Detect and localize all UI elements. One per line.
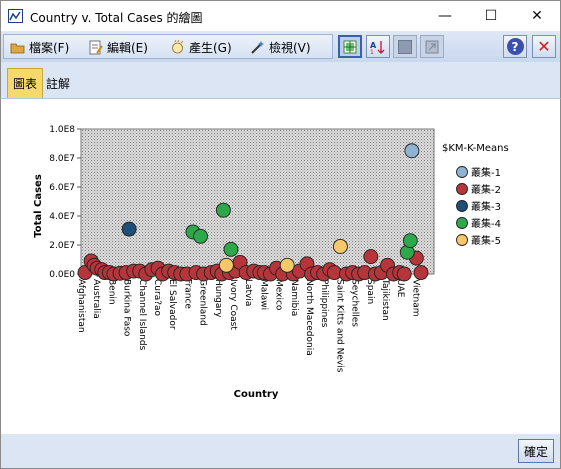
sort-az-icon: A1	[369, 39, 387, 55]
ok-button[interactable]: 確定	[518, 439, 554, 463]
y-tick-label: 6.0E7	[49, 183, 75, 193]
data-point	[216, 203, 230, 217]
menu-group: 檔案(F) 編輯(E) 產生(G) 檢視(V)	[3, 34, 333, 59]
edit-document-icon	[88, 40, 103, 55]
resize-arrow-icon	[425, 40, 439, 54]
legend-entry: 叢集-1	[471, 166, 501, 179]
plot-area	[81, 129, 434, 274]
y-tick-label: 2.0E7	[49, 241, 75, 251]
help-button[interactable]: ?	[503, 35, 527, 58]
x-tick-label: UAE	[395, 279, 405, 298]
legend-swatch	[457, 218, 468, 229]
view-wand-icon	[250, 40, 265, 55]
x-tick-label: North Macedonia	[304, 279, 314, 356]
title-bar: Country v. Total Cases 的繪圖 — ☐ ✕	[0, 0, 561, 31]
close-window-button[interactable]: ✕	[514, 1, 560, 31]
x-tick-label: Channel Islands	[137, 279, 147, 351]
x-tick-label: Tajikistan	[380, 278, 390, 321]
x-tick-label: Spain	[365, 279, 375, 304]
y-tick-label: 4.0E7	[49, 212, 75, 222]
y-tick-label: 0.0E0	[49, 270, 75, 280]
x-tick-label: Saint Kitts and Nevis	[334, 279, 344, 373]
x-tick-label: Mexico	[274, 279, 284, 311]
data-point	[397, 267, 411, 281]
data-point	[414, 266, 428, 280]
tab-annotations[interactable]: 註解	[41, 68, 75, 98]
x-tick-label: Latvia	[243, 279, 253, 306]
data-point	[364, 250, 378, 264]
data-point	[224, 242, 238, 256]
x-tick-label: Cura?ao	[152, 279, 162, 316]
y-axis: 0.0E0 2.0E7 4.0E7 6.0E7 8.0E7 1.0E8	[49, 125, 81, 280]
legend-swatch	[457, 167, 468, 178]
data-point	[219, 258, 233, 272]
frame-icon	[398, 40, 412, 54]
x-tick-label: Burkina Faso	[122, 279, 132, 337]
data-point	[122, 222, 136, 236]
menu-edit-label: 編輯(E)	[107, 39, 148, 56]
generate-hand-icon	[170, 40, 185, 55]
close-panel-button[interactable]: ✕	[532, 35, 556, 58]
data-point	[403, 234, 417, 248]
maximize-button[interactable]: ☐	[468, 1, 514, 31]
x-tick-label: Hungary	[213, 279, 223, 318]
x-tick-label: Philippines	[319, 279, 329, 328]
x-axis-label: Country	[234, 389, 279, 400]
y-tick-label: 1.0E8	[49, 125, 75, 135]
menu-generate-label: 產生(G)	[189, 39, 232, 56]
folder-icon	[10, 40, 25, 55]
legend-swatch	[457, 184, 468, 195]
red-x-icon: ✕	[537, 37, 550, 56]
legend-entry: 叢集-5	[471, 234, 501, 247]
x-tick-label: Afghanistan	[76, 279, 86, 333]
data-point	[280, 258, 294, 272]
frame-toggle-button[interactable]	[393, 35, 417, 58]
legend: $KM-K-Means 叢集-1 叢集-2 叢集-3 叢集-4 叢集-5	[442, 143, 509, 247]
x-tick-label: Malawi	[258, 279, 268, 310]
x-tick-label: Benin	[106, 279, 116, 305]
grid-select-icon	[342, 39, 358, 55]
menu-view[interactable]: 檢視(V)	[250, 39, 311, 56]
x-tick-label: El Salvador	[167, 279, 177, 330]
menu-edit[interactable]: 編輯(E)	[88, 39, 148, 56]
help-icon: ?	[507, 38, 524, 55]
legend-title: $KM-K-Means	[442, 143, 509, 154]
legend-entry: 叢集-4	[471, 217, 501, 230]
x-tick-label: Namibia	[289, 279, 299, 316]
y-axis-label: Total Cases	[33, 174, 44, 238]
svg-text:1: 1	[370, 49, 374, 55]
x-tick-label: France	[182, 279, 192, 309]
minimize-button[interactable]: —	[422, 1, 468, 31]
menu-generate[interactable]: 產生(G)	[170, 39, 232, 56]
y-tick-label: 8.0E7	[49, 154, 75, 164]
x-axis: Afghanistan Australia Benin Burkina Faso Cha…	[76, 274, 420, 373]
menu-file-label: 檔案(F)	[29, 39, 69, 56]
x-tick-label: Australia	[91, 279, 101, 319]
data-point	[333, 239, 347, 253]
legend-entry: 叢集-3	[471, 200, 501, 213]
tab-chart[interactable]: 圖表	[7, 68, 43, 98]
explore-mode-button[interactable]	[338, 35, 362, 58]
chart-panel: 0.0E0 2.0E7 4.0E7 6.0E7 8.0E7 1.0E8 Afghanist…	[0, 98, 561, 434]
resize-button[interactable]	[420, 35, 444, 58]
menu-file[interactable]: 檔案(F)	[10, 39, 69, 56]
x-tick-label: Seychelles	[350, 279, 360, 327]
x-tick-label: Ivory Coast	[228, 279, 238, 330]
window-title: Country v. Total Cases 的繪圖	[30, 9, 203, 26]
legend-entry: 叢集-2	[471, 183, 501, 196]
tab-strip: 圖表 註解	[0, 62, 561, 98]
legend-swatch	[457, 235, 468, 246]
x-tick-label: Greenland	[198, 279, 208, 326]
chart-app-icon	[8, 9, 23, 23]
scatter-chart: 0.0E0 2.0E7 4.0E7 6.0E7 8.0E7 1.0E8 Afghanist…	[1, 99, 560, 433]
menu-view-label: 檢視(V)	[269, 39, 311, 56]
x-tick-label: Vietnam	[410, 279, 420, 317]
data-point	[194, 229, 208, 243]
legend-swatch	[457, 201, 468, 212]
footer-bar: 確定	[0, 434, 561, 469]
data-point	[405, 144, 419, 158]
